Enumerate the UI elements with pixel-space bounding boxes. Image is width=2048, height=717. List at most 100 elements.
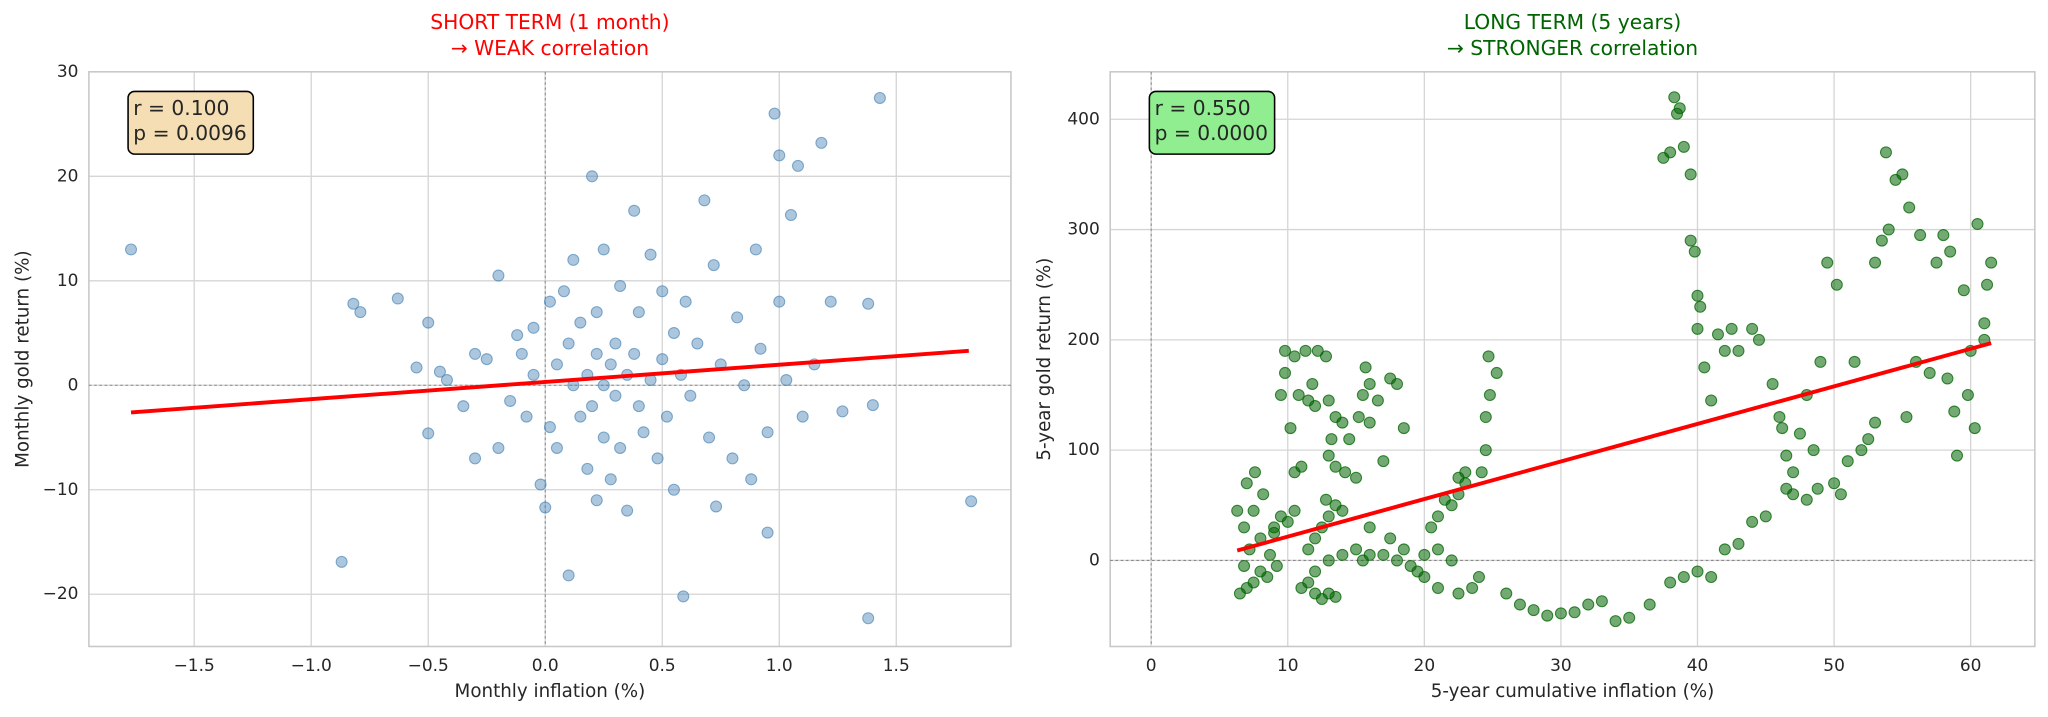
scatter-point (691, 337, 704, 350)
scatter-point (1981, 278, 1994, 291)
scatter-point (469, 347, 482, 360)
scatter-point (125, 243, 138, 256)
scatter-point (422, 316, 435, 329)
scatter-point (1309, 400, 1322, 413)
y-tick-label: 10 (57, 271, 79, 291)
scatter-point (1677, 140, 1690, 153)
scatter-point (1350, 471, 1363, 484)
scatter-point (1923, 366, 1936, 379)
annotation-box (127, 90, 255, 155)
scatter-point (1322, 449, 1335, 462)
scatter-point (1319, 350, 1333, 363)
scatter-point (773, 295, 786, 308)
y-tick-label: 200 (1067, 330, 1099, 350)
scatter-point (1295, 460, 1308, 473)
scatter-point (1718, 543, 1731, 556)
scatter-point (1855, 444, 1868, 457)
x-tick-label: 40 (1687, 656, 1709, 676)
scatter-point (1869, 416, 1882, 429)
scatter-point (1391, 554, 1404, 567)
axes-frame (88, 71, 1012, 648)
scatter-point (527, 368, 540, 381)
scatter-point (457, 400, 470, 413)
scatter-point (656, 285, 669, 298)
scatter-point (1941, 372, 1954, 385)
y-tick-label: 20 (57, 166, 79, 186)
scatter-point (1281, 515, 1294, 528)
scatter-point (1527, 604, 1540, 617)
scatter-point (628, 347, 641, 360)
scatter-point (1691, 565, 1704, 578)
scatter-point (780, 374, 793, 387)
scatter-point (597, 243, 610, 256)
scatter-point (539, 501, 552, 514)
x-tick-label: 1.5 (883, 656, 910, 676)
scatter-point (1793, 427, 1806, 440)
scatter-point (1247, 504, 1260, 517)
scatter-point (581, 462, 594, 475)
scatter-point (586, 170, 599, 183)
x-tick-label: 1.0 (766, 656, 793, 676)
scatter-point (604, 473, 617, 486)
chart-title: → WEAK correlation (451, 36, 649, 60)
scatter-point (354, 306, 367, 319)
scatter-point (667, 483, 680, 496)
scatter-point (710, 500, 723, 513)
scatter-point (1431, 510, 1444, 523)
scatter-point (1377, 455, 1390, 468)
scatter-point (1914, 229, 1927, 242)
scatter-point (1787, 466, 1800, 479)
scatter-point (1780, 482, 1793, 495)
scatter-point (1930, 256, 1943, 269)
scatter-point (391, 292, 404, 305)
scatter-point (873, 91, 886, 104)
x-tick-label: 0.5 (649, 656, 676, 676)
scatter-point (1397, 543, 1410, 556)
scatter-point (520, 410, 533, 423)
scatter-point (1807, 444, 1820, 457)
scatter-point (738, 379, 751, 392)
scatter-point (703, 431, 716, 444)
scatter-point (1311, 344, 1324, 357)
scatter-point (1957, 284, 1970, 297)
scatter-point (527, 321, 540, 334)
scatter-point (557, 285, 570, 298)
scatter-point (1356, 554, 1369, 567)
scatter-point (1766, 377, 1779, 390)
scatter-point (586, 400, 599, 413)
scatter-point (1336, 504, 1349, 517)
scatter-point (667, 327, 680, 340)
scatter-point (632, 306, 645, 319)
scatter-point (567, 253, 580, 266)
scatter-point (1500, 587, 1513, 600)
scatter-point (1541, 609, 1554, 622)
scatter-point (1705, 394, 1718, 407)
scatter-point (1896, 168, 1909, 181)
x-tick-label: −0.5 (408, 656, 449, 676)
scatter-point (1664, 576, 1677, 589)
scatter-point (1325, 433, 1338, 446)
scatter-point (1554, 607, 1567, 620)
scatter-point (651, 452, 664, 465)
scatter-point (1900, 411, 1913, 424)
scatter-point (1948, 405, 1961, 418)
scatter-point (1971, 218, 1984, 231)
scatter-point (637, 426, 650, 439)
scatter-point (492, 441, 505, 454)
scatter-point (1257, 488, 1270, 501)
scatter-point (754, 342, 767, 355)
scatter-point (1582, 598, 1595, 611)
y-tick-label: 300 (1067, 220, 1099, 240)
scatter-point (543, 295, 556, 308)
scatter-point (866, 399, 879, 412)
scatter-point (550, 441, 563, 454)
annotation-text: r = 0.550 (1155, 96, 1251, 120)
scatter-point (1875, 234, 1888, 247)
y-tick-label: 30 (57, 62, 79, 82)
scatter-point (1238, 559, 1251, 572)
chart-title: → STRONGER correlation (1447, 36, 1698, 60)
scatter-point (791, 159, 804, 172)
x-tick-label: 50 (1823, 656, 1845, 676)
scatter-point (1363, 377, 1376, 390)
scatter-point (1483, 388, 1496, 402)
